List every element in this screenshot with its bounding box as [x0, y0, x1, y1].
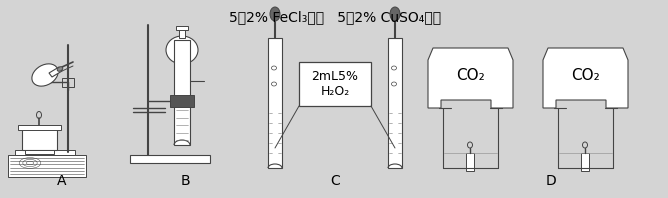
- Text: D: D: [546, 174, 556, 188]
- Text: 2mL5%
H₂O₂: 2mL5% H₂O₂: [311, 70, 359, 98]
- Ellipse shape: [57, 67, 63, 71]
- Ellipse shape: [390, 7, 400, 21]
- Bar: [170, 95, 194, 107]
- Polygon shape: [543, 48, 628, 108]
- Text: A: A: [57, 174, 67, 188]
- Text: CO₂: CO₂: [571, 69, 600, 84]
- Bar: [268, 38, 282, 168]
- Bar: [466, 153, 474, 171]
- Bar: [15, 150, 75, 155]
- Bar: [176, 26, 188, 30]
- Text: C: C: [330, 174, 340, 188]
- Bar: [174, 40, 190, 145]
- Text: 5滴2% FeCl₃溶液   5滴2% CuSO₄溶液: 5滴2% FeCl₃溶液 5滴2% CuSO₄溶液: [229, 10, 441, 24]
- Bar: [581, 153, 589, 171]
- Bar: [130, 155, 210, 163]
- Bar: [299, 62, 371, 106]
- Bar: [179, 28, 185, 38]
- Bar: [18, 125, 61, 130]
- Polygon shape: [428, 48, 513, 108]
- Bar: [8, 155, 86, 177]
- Text: CO₂: CO₂: [456, 69, 485, 84]
- Bar: [22, 128, 57, 150]
- Bar: [388, 38, 402, 168]
- Bar: [62, 78, 74, 87]
- Ellipse shape: [270, 7, 280, 21]
- Bar: [178, 64, 186, 82]
- Polygon shape: [49, 67, 62, 77]
- Bar: [174, 78, 190, 85]
- Text: B: B: [180, 174, 190, 188]
- Bar: [25, 150, 54, 154]
- Ellipse shape: [166, 36, 198, 64]
- Ellipse shape: [32, 64, 58, 86]
